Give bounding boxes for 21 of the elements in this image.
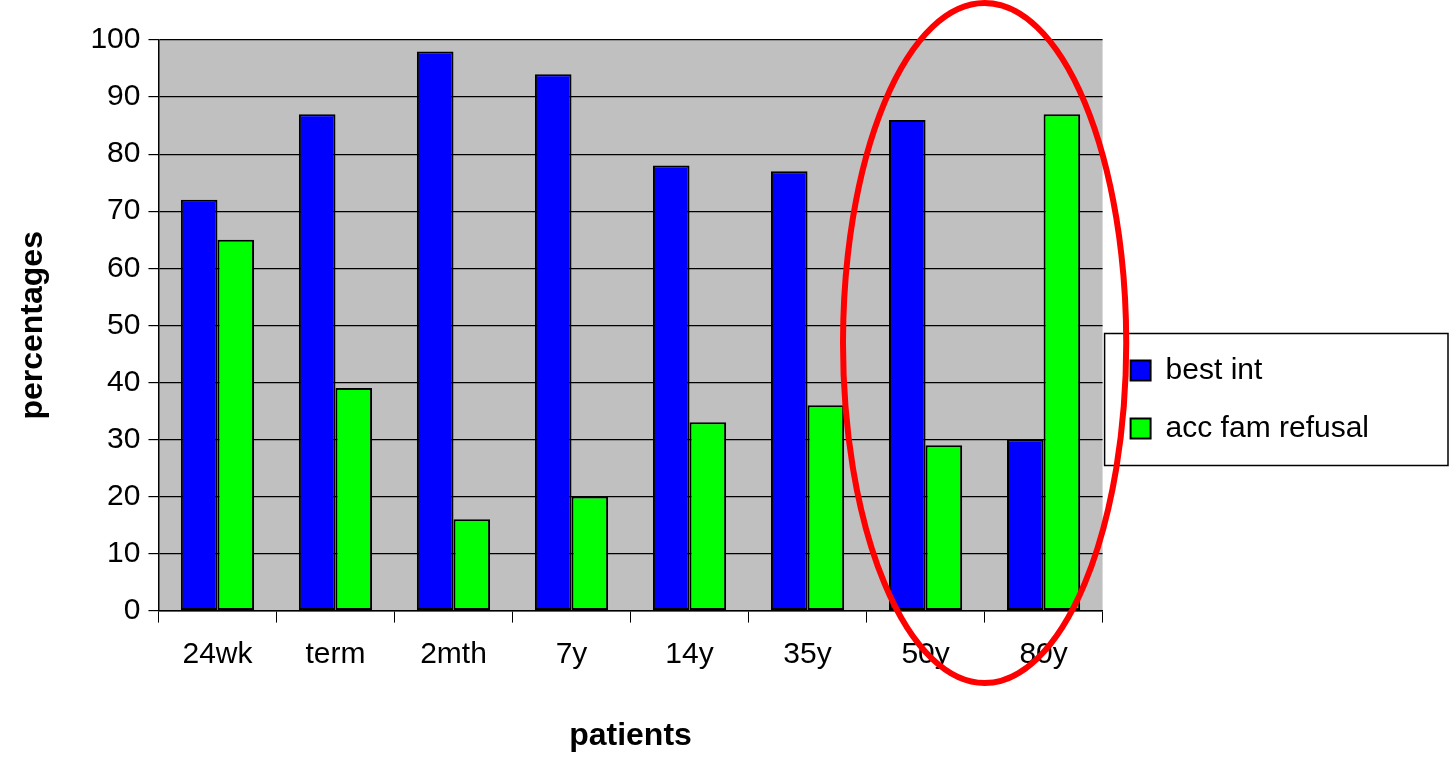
y-tick-label: 70	[107, 192, 141, 226]
y-tick-label: 0	[123, 591, 141, 625]
y-tick-label: 10	[107, 534, 141, 568]
y-axis-title: percentages	[13, 231, 50, 420]
x-tick-label: 35y	[783, 635, 832, 669]
y-tick-label: 80	[107, 135, 141, 169]
y-tick-label: 30	[107, 420, 141, 454]
y-tick-label: 20	[107, 477, 141, 511]
x-axis-title: patients	[569, 715, 692, 752]
legend-label: best int	[1165, 351, 1263, 385]
x-tick-label: 2mth	[420, 635, 487, 669]
y-tick-label: 100	[90, 21, 141, 55]
y-tick-label: 50	[107, 306, 141, 340]
legend-label: acc fam refusal	[1165, 409, 1370, 443]
x-tick-label: 7y	[555, 635, 588, 669]
x-tick-label: 24wk	[182, 635, 254, 669]
y-tick-label: 40	[107, 363, 141, 397]
x-tick-label: term	[305, 635, 366, 669]
x-tick-label: 14y	[665, 635, 714, 669]
y-tick-label: 60	[107, 249, 141, 283]
y-tick-label: 90	[107, 78, 141, 112]
